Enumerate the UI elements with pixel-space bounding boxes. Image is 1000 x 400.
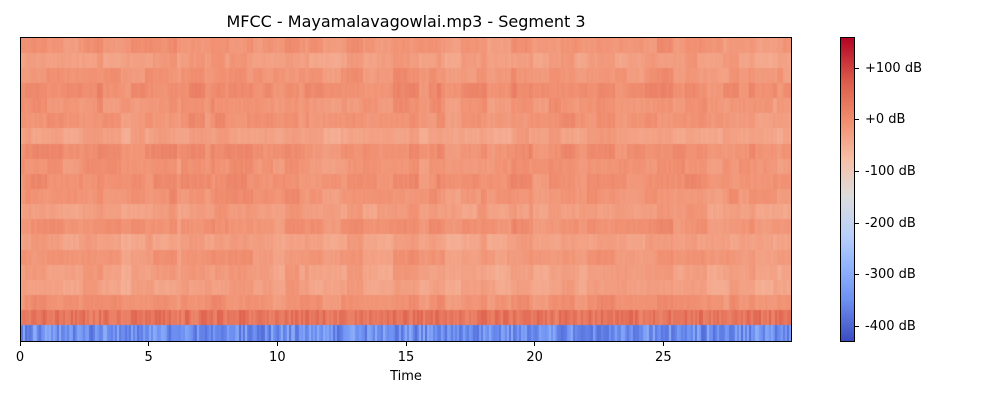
x-axis-label: Time: [390, 369, 422, 384]
x-tick-label: 25: [655, 350, 672, 365]
x-tick-20: 20: [515, 342, 555, 365]
colorbar-tick-mark: [855, 274, 859, 276]
x-tick-label: 20: [526, 350, 543, 365]
colorbar-tick-mark: [855, 222, 859, 224]
x-tick-10: 10: [257, 342, 297, 365]
x-tick-25: 25: [643, 342, 683, 365]
x-tick-mark: [19, 342, 21, 346]
x-axis: 0 5 10 15 20 25: [16, 342, 792, 372]
colorbar-tick: -200 dB: [855, 215, 916, 231]
colorbar-tick-mark: [855, 325, 859, 327]
colorbar-tick: -400 dB: [855, 318, 916, 334]
x-tick-mark: [148, 342, 150, 346]
colorbar-tick-label: -100 dB: [865, 163, 916, 179]
x-tick-15: 15: [386, 342, 426, 365]
x-tick-mark: [534, 342, 536, 346]
colorbar-tick: -300 dB: [855, 267, 916, 283]
colorbar-tick-label: -400 dB: [865, 318, 916, 334]
x-tick-0: 0: [0, 342, 40, 365]
x-tick-5: 5: [129, 342, 169, 365]
colorbar-axis: +100 dB +0 dB -100 dB -200 dB -300 dB -400 dB: [855, 37, 995, 342]
colorbar-tick: +100 dB: [855, 60, 922, 76]
x-tick-label: 15: [397, 350, 415, 365]
x-tick-label: 5: [144, 350, 153, 365]
colorbar-tick-mark: [855, 67, 859, 69]
x-tick-mark: [662, 342, 664, 346]
colorbar-tick: +0 dB: [855, 112, 905, 128]
colorbar-tick-label: +0 dB: [865, 112, 906, 128]
colorbar: [840, 37, 855, 342]
x-tick-mark: [276, 342, 278, 346]
mfcc-heatmap: [21, 38, 791, 341]
x-tick-label: 10: [269, 350, 286, 365]
colorbar-tick-label: -200 dB: [865, 215, 916, 231]
chart-title: MFCC - Mayamalavagowlai.mp3 - Segment 3: [226, 12, 586, 31]
mfcc-heatmap-plot: [20, 37, 792, 342]
colorbar-tick-mark: [855, 170, 859, 172]
colorbar-tick: -100 dB: [855, 163, 916, 179]
x-tick-label: 0: [15, 350, 25, 365]
colorbar-tick-label: -300 dB: [865, 267, 916, 283]
x-tick-mark: [405, 342, 407, 346]
colorbar-tick-mark: [855, 119, 859, 121]
colorbar-tick-label: +100 dB: [865, 60, 923, 76]
